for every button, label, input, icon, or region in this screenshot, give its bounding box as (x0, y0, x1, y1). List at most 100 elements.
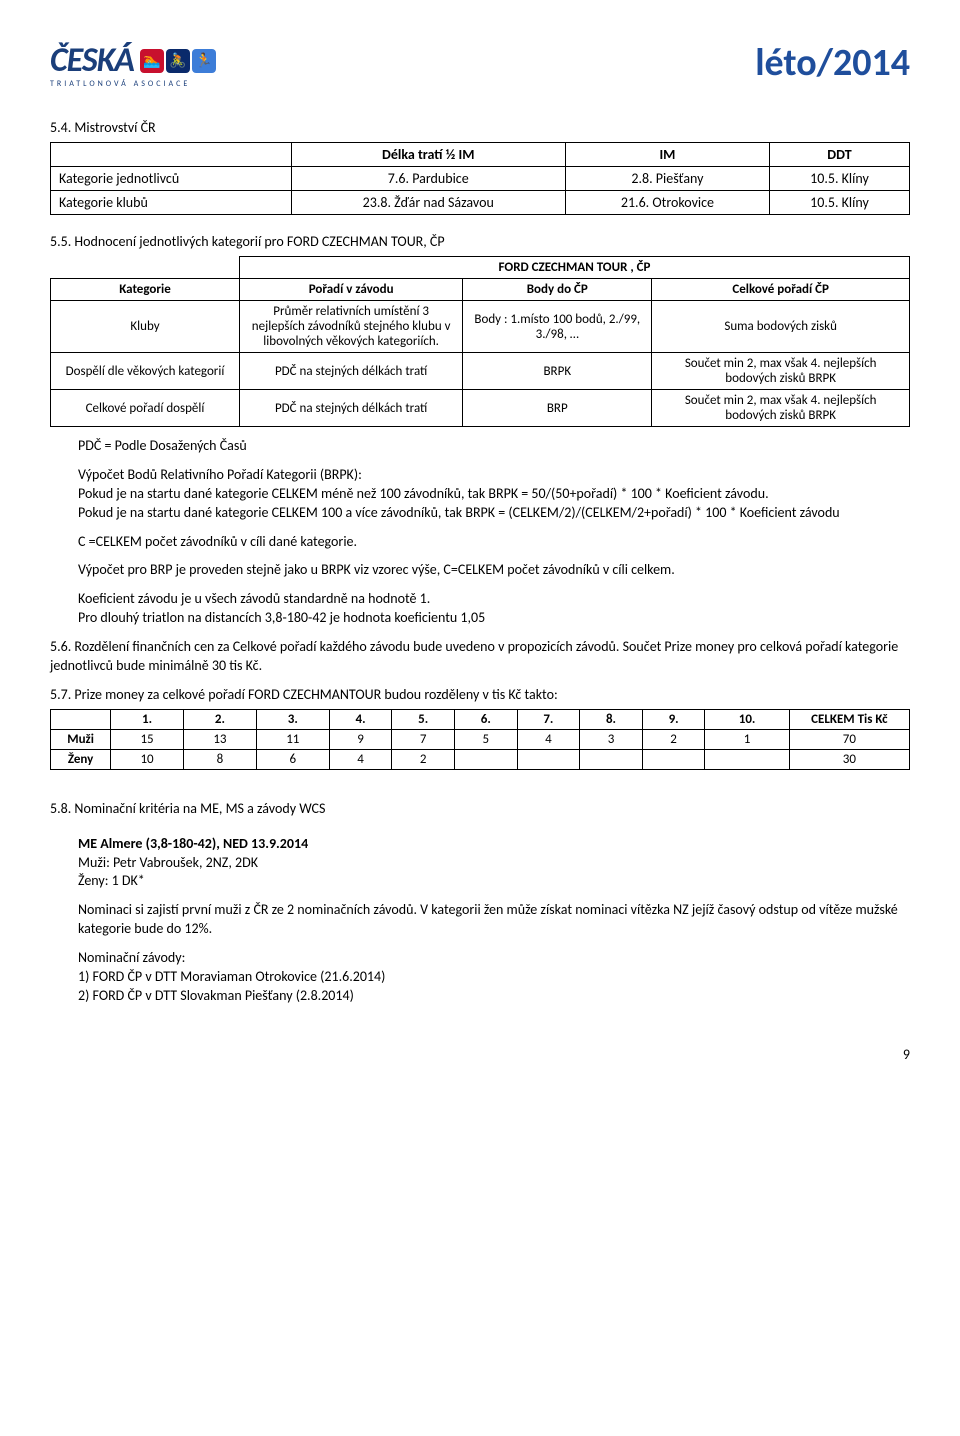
col-header: IM (565, 143, 769, 167)
cell: 4 (329, 749, 392, 769)
cell: 6 (256, 749, 329, 769)
table-5-4: Délka tratí ½ IM IM DDT Kategorie jednot… (50, 142, 910, 215)
cell: 7 (392, 729, 455, 749)
section-5-4-title: 5.4. Mistrovství ČR (50, 119, 910, 136)
col-blank (51, 143, 292, 167)
col-header: DDT (769, 143, 909, 167)
cell (580, 749, 643, 769)
cell: 10.5. Klíny (769, 167, 909, 191)
page-number: 9 (50, 1046, 910, 1063)
cell: 15 (111, 729, 184, 749)
cell: 7.6. Pardubice (291, 167, 565, 191)
swim-icon: 🏊 (140, 49, 164, 73)
pdc-note: PDČ = Podle Dosažených Časů (78, 437, 910, 456)
col-header: 7. (517, 709, 580, 729)
cell: 3 (580, 729, 643, 749)
col-header: 3. (256, 709, 329, 729)
col-header: Kategorie (51, 279, 240, 301)
cell: 10.5. Klíny (769, 191, 909, 215)
blank-cell (51, 709, 111, 729)
cell: Průměr relativních umístění 3 nejlepších… (239, 301, 462, 353)
cell (642, 749, 705, 769)
cell: Kluby (51, 301, 240, 353)
calc-p4: C =CELKEM počet závodníků v cíli dané ka… (78, 533, 910, 552)
section-5-7-title: 5.7. Prize money za celkové pořadí FORD … (50, 686, 910, 705)
table-row: 1. 2. 3. 4. 5. 6. 7. 8. 9. 10. CELKEM Ti… (51, 709, 910, 729)
col-header: 8. (580, 709, 643, 729)
nz-1: 1) FORD ČP v DTT Moraviaman Otrokovice (… (78, 968, 910, 987)
table-row: Dospělí dle věkových kategorií PDČ na st… (51, 353, 910, 390)
bike-icon: 🚴 (166, 49, 190, 73)
table-row: Kluby Průměr relativních umístění 3 nejl… (51, 301, 910, 353)
table-row: Délka tratí ½ IM IM DDT (51, 143, 910, 167)
cell: 5 (454, 729, 517, 749)
run-icon: 🏃 (192, 49, 216, 73)
cell: 13 (184, 729, 257, 749)
me-zeny: Ženy: 1 DK* (78, 872, 910, 891)
cell: Body : 1.místo 100 bodů, 2./99, 3./98, … (463, 301, 652, 353)
cell: 9 (329, 729, 392, 749)
row-label: Kategorie jednotlivců (51, 167, 292, 191)
logo-main: ČESKÁ 🏊 🚴 🏃 (50, 40, 216, 81)
calc-p1: Výpočet Bodů Relativního Pořadí Kategori… (78, 466, 910, 485)
cell: 10 (111, 749, 184, 769)
cell (705, 749, 789, 769)
me-title: ME Almere (3,8-180-42), NED 13.9.2014 (78, 835, 910, 854)
cell: 70 (789, 729, 909, 749)
calc-p6: Koeficient závodu je u všech závodů stan… (78, 590, 910, 609)
calc-p5: Výpočet pro BRP je proveden stejně jako … (78, 561, 910, 580)
cell (517, 749, 580, 769)
row-label: Ženy (51, 749, 111, 769)
logo-subtitle: TRIATLONOVÁ ASOCIACE (50, 79, 216, 89)
cell: 21.6. Otrokovice (565, 191, 769, 215)
cell: BRPK (463, 353, 652, 390)
cell: BRP (463, 390, 652, 427)
table-row: Celkové pořadí dospělí PDČ na stejných d… (51, 390, 910, 427)
table-row: Kategorie klubů 23.8. Žďár nad Sázavou 2… (51, 191, 910, 215)
cell: Celkové pořadí dospělí (51, 390, 240, 427)
col-header: 2. (184, 709, 257, 729)
calc-p3: Pokud je na startu dané kategorie CELKEM… (78, 504, 910, 523)
col-header: 9. (642, 709, 705, 729)
cell: 30 (789, 749, 909, 769)
cell: 4 (517, 729, 580, 749)
col-header: 5. (392, 709, 455, 729)
col-header: Pořadí v závodu (239, 279, 462, 301)
nz-title: Nominační závody: (78, 949, 910, 968)
cell: 8 (184, 749, 257, 769)
table-row: Kategorie Pořadí v závodu Body do ČP Cel… (51, 279, 910, 301)
table-row: FORD CZECHMAN TOUR , ČP (51, 257, 910, 279)
logo-badges: 🏊 🚴 🏃 (140, 49, 216, 73)
calc-p7: Pro dlouhý triatlon na distancích 3,8-18… (78, 609, 910, 628)
table-5-5: FORD CZECHMAN TOUR , ČP Kategorie Pořadí… (50, 256, 910, 427)
nom-text: Nominaci si zajistí první muži z ČR ze 2… (78, 901, 910, 939)
cell: 2.8. Piešťany (565, 167, 769, 191)
col-header: Délka tratí ½ IM (291, 143, 565, 167)
cell: PDČ na stejných délkách tratí (239, 353, 462, 390)
section-5-8-title: 5.8. Nominační kritéria na ME, MS a závo… (50, 800, 910, 819)
table-5-7: 1. 2. 3. 4. 5. 6. 7. 8. 9. 10. CELKEM Ti… (50, 709, 910, 770)
cell (454, 749, 517, 769)
cell: 2 (392, 749, 455, 769)
col-header: 10. (705, 709, 789, 729)
cell: 2 (642, 729, 705, 749)
cell: 1 (705, 729, 789, 749)
nz-2: 2) FORD ČP v DTT Slovakman Piešťany (2.8… (78, 987, 910, 1006)
col-header: Celkové pořadí ČP (652, 279, 910, 301)
table-row: Muži 15 13 11 9 7 5 4 3 2 1 70 (51, 729, 910, 749)
logo: ČESKÁ 🏊 🚴 🏃 TRIATLONOVÁ ASOCIACE (50, 40, 216, 89)
page-header: ČESKÁ 🏊 🚴 🏃 TRIATLONOVÁ ASOCIACE léto/20… (50, 40, 910, 89)
col-header: Body do ČP (463, 279, 652, 301)
row-label: Kategorie klubů (51, 191, 292, 215)
section-5-6: 5.6. Rozdělení finančních cen za Celkové… (50, 638, 910, 676)
cell: Součet min 2, max však 4. nejlepších bod… (652, 353, 910, 390)
col-header: 6. (454, 709, 517, 729)
cell: 11 (256, 729, 329, 749)
logo-text: ČESKÁ (50, 40, 134, 81)
row-label: Muži (51, 729, 111, 749)
calc-p2: Pokud je na startu dané kategorie CELKEM… (78, 485, 910, 504)
cell: Suma bodových zisků (652, 301, 910, 353)
table-row: Kategorie jednotlivců 7.6. Pardubice 2.8… (51, 167, 910, 191)
season-title: léto/2014 (755, 40, 910, 86)
col-header: 1. (111, 709, 184, 729)
